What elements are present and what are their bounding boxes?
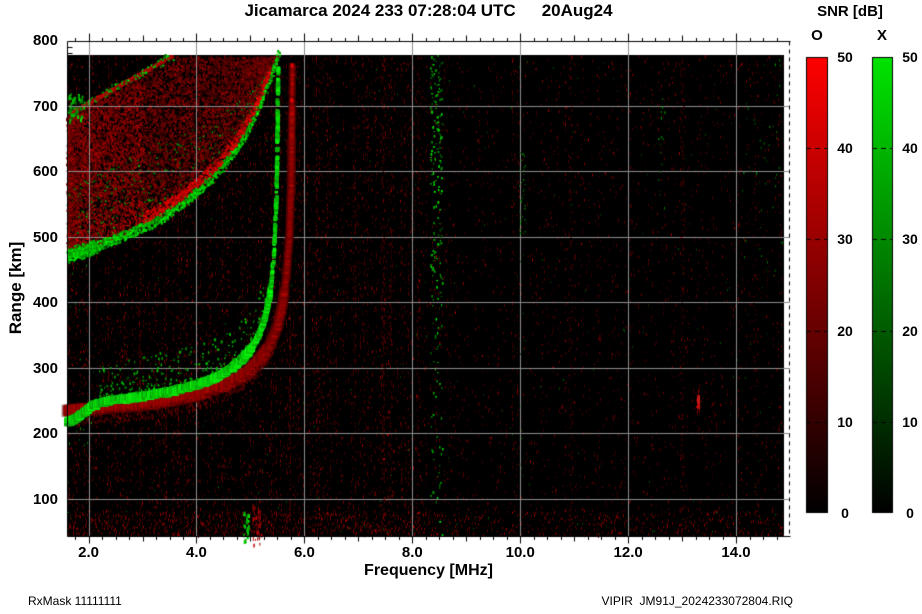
y-tick-label: 300 [32,359,58,377]
x-tick-label: 10.0 [505,544,535,561]
x-tick-label: 4.0 [186,544,207,561]
y-axis-label: Range [km] [6,241,25,335]
colorbar-tick-label: 20 [902,322,918,339]
y-tick-label: 600 [32,163,58,180]
x-tick-label: 12.0 [613,544,643,561]
y-tick-label: 500 [32,228,58,246]
x-tick-label: 6.0 [293,544,315,561]
colorbar-tick-label: 10 [837,413,853,430]
title-date: 20Aug24 [541,1,613,20]
y-tick-label: 200 [32,425,58,442]
colorbar-tick-label: 40 [837,140,853,157]
footer-filename: VIPIR JM91J_2024233072804.RIQ [601,594,793,608]
x-axis-label: Frequency [MHz] [364,562,493,579]
plot-title: Jicamarca 2024 233 07:28:04 UTC 20Aug24 [67,1,790,21]
colorbar-tick-label: 0 [906,505,914,521]
y-tick-label: 800 [32,32,58,49]
colorbar-tick-label: 0 [841,505,849,521]
colorbar-tick-label: 20 [837,322,853,339]
colorbar-tick-label: 30 [902,231,918,248]
colorbar-tick-label: 10 [902,413,918,430]
colorbar-tick-label: 50 [837,49,853,65]
colorbar-title: SNR [dB] [817,3,883,20]
x-tick-label: 14.0 [721,544,751,561]
y-tick-label: 700 [32,97,58,115]
y-tick-label: 100 [32,490,58,508]
y-tick-label: 400 [32,294,58,311]
colorbar-x-label: X [876,27,887,44]
x-tick-label: 2.0 [78,544,99,561]
colorbar-tick-label: 30 [837,231,853,248]
colorbar-tick-label: 40 [902,140,918,157]
footer-rxmask: RxMask 11111111 [28,594,122,608]
colorbar-tick-label: 50 [902,49,918,65]
colorbar-o-label: O [811,27,823,44]
x-tick-label: 8.0 [401,544,423,561]
title-text: Jicamarca 2024 233 07:28:04 UTC [244,1,516,20]
